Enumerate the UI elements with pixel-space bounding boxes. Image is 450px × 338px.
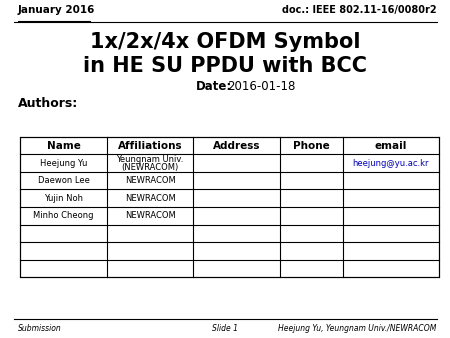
- Text: Yeungnam Univ.: Yeungnam Univ.: [117, 155, 184, 164]
- Text: Yujin Noh: Yujin Noh: [44, 194, 83, 203]
- Text: NEWRACOM: NEWRACOM: [125, 211, 176, 220]
- Bar: [20, 137, 439, 277]
- Text: in HE SU PPDU with BCC: in HE SU PPDU with BCC: [83, 56, 367, 76]
- Text: email: email: [374, 141, 407, 151]
- Text: Heejung Yu, Yeungnam Univ./NEWRACOM: Heejung Yu, Yeungnam Univ./NEWRACOM: [278, 324, 436, 333]
- Text: 1x/2x/4x OFDM Symbol: 1x/2x/4x OFDM Symbol: [90, 32, 360, 52]
- Text: Authors:: Authors:: [18, 97, 78, 110]
- Text: Phone: Phone: [293, 141, 330, 151]
- Text: Daewon Lee: Daewon Lee: [38, 176, 90, 185]
- Text: Submission: Submission: [18, 324, 62, 333]
- Text: Slide 1: Slide 1: [212, 324, 238, 333]
- Text: Affiliations: Affiliations: [118, 141, 182, 151]
- Text: January 2016: January 2016: [18, 4, 95, 15]
- Text: 2016-01-18: 2016-01-18: [227, 80, 296, 93]
- Text: doc.: IEEE 802.11-16/0080r2: doc.: IEEE 802.11-16/0080r2: [282, 4, 436, 15]
- Text: (NEWRACOM): (NEWRACOM): [122, 163, 179, 172]
- Text: Date:: Date:: [196, 80, 232, 93]
- Text: heejung@yu.ac.kr: heejung@yu.ac.kr: [352, 159, 429, 168]
- Text: Address: Address: [213, 141, 261, 151]
- Text: Minho Cheong: Minho Cheong: [33, 211, 94, 220]
- Text: Heejung Yu: Heejung Yu: [40, 159, 87, 168]
- Text: NEWRACOM: NEWRACOM: [125, 194, 176, 203]
- Text: Name: Name: [47, 141, 81, 151]
- Text: NEWRACOM: NEWRACOM: [125, 176, 176, 185]
